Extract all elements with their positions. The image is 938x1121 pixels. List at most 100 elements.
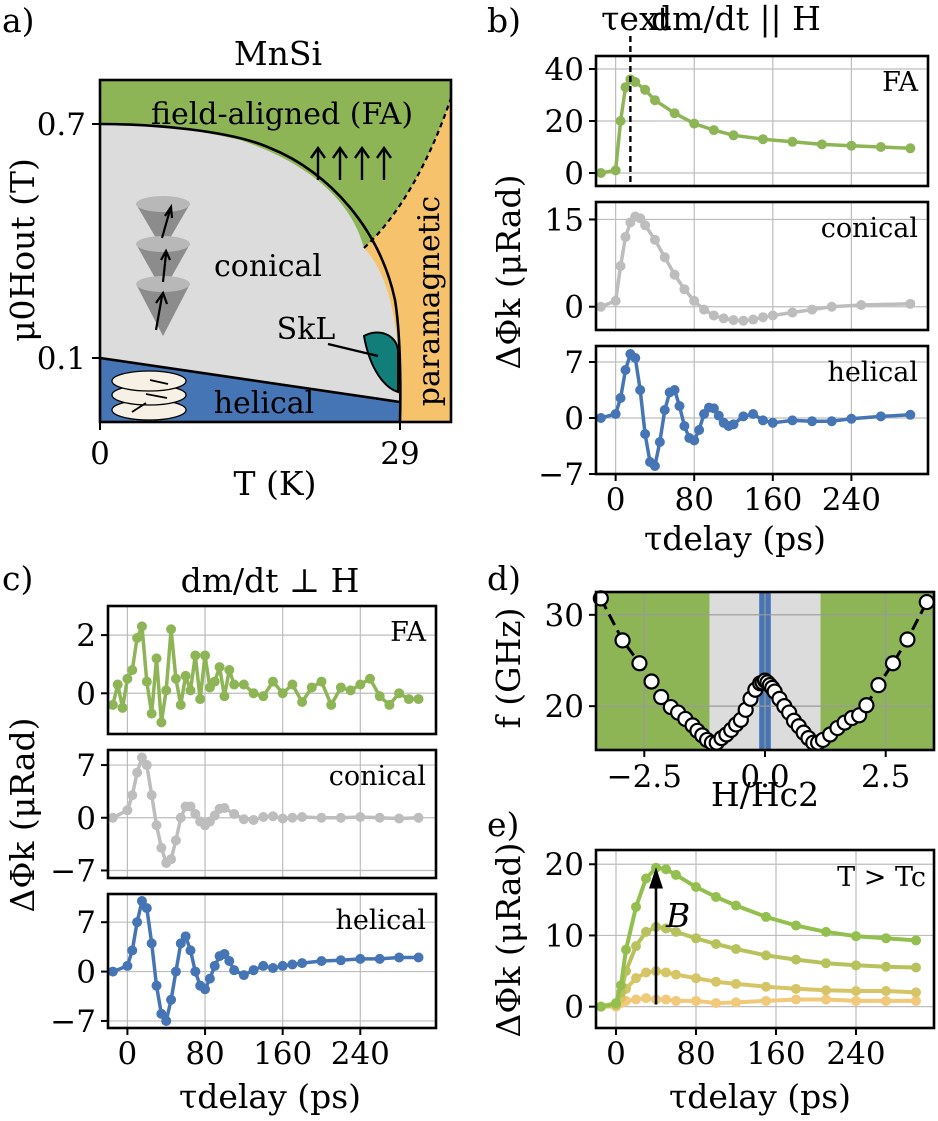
series-line [600, 865, 917, 1009]
data-point [791, 994, 801, 1005]
fa-crossover-line [363, 97, 453, 249]
subplot-label: helical [828, 357, 919, 388]
data-point [870, 677, 887, 694]
data-point [851, 960, 861, 971]
y-tick-label: 2 [76, 618, 96, 654]
y-tick-label: 20 [545, 689, 584, 725]
data-point [846, 140, 857, 151]
data-point [708, 403, 719, 414]
data-point [791, 920, 801, 931]
data-point [826, 416, 837, 427]
region-label-fa: field-aligned (FA) [151, 97, 413, 132]
data-point [615, 393, 626, 403]
panel-b-plots: 40 20 0 FA 15 0 conical 7 0 −7 helical 0 80 160 240 [538, 36, 930, 518]
data-point [738, 411, 749, 422]
data-point [905, 298, 916, 309]
data-point [620, 231, 631, 242]
phase-diagram: field-aligned (FA) conical helical param… [98, 78, 453, 424]
data-point [659, 252, 670, 263]
data-point [661, 923, 671, 934]
data-point [611, 998, 621, 1009]
data-point [384, 699, 395, 710]
data-point [631, 941, 641, 952]
data-point [175, 812, 186, 823]
panel-c-plots: 2 0 FA 7 0 −7 conical 7 0 −7 helical 0 80 160 240 [50, 604, 438, 1072]
data-point [151, 980, 162, 991]
data-point [631, 655, 648, 672]
data-point [641, 967, 651, 978]
b-arrow-head-icon [649, 867, 663, 889]
data-point [214, 662, 225, 673]
data-point [757, 312, 768, 323]
y-tick-label: 30 [545, 598, 584, 634]
spin-arrow-icon [154, 290, 169, 331]
data-point [132, 917, 143, 928]
data-point [204, 973, 215, 984]
subplot-frame [594, 344, 930, 476]
data-point [185, 945, 196, 956]
cone-top-icon [136, 236, 190, 252]
data-point [200, 984, 211, 995]
y-axis-label: ΔΦk (μRad) [489, 843, 528, 1038]
y-tick-label: 0 [564, 290, 584, 326]
data-point [122, 673, 133, 684]
data-point [728, 315, 739, 326]
data-point [767, 310, 778, 321]
x-tick-label: 160 [743, 482, 802, 518]
data-point [127, 790, 138, 801]
data-point [881, 933, 891, 944]
y-tick-label: 0 [564, 156, 584, 192]
data-point [821, 985, 831, 996]
helical-boundary [99, 356, 401, 404]
y-tick-label: 0 [564, 990, 584, 1026]
y-tick-label: 0.1 [37, 341, 86, 377]
y-tick-label: 7 [564, 345, 584, 381]
data-point [711, 891, 721, 902]
data-point [671, 926, 681, 937]
data-point [258, 960, 269, 971]
data-point [219, 802, 230, 813]
data-point [170, 966, 181, 977]
data-point [905, 143, 916, 154]
region-label-conical: conical [214, 249, 322, 284]
data-point [156, 842, 167, 853]
data-point [355, 953, 366, 964]
data-point [141, 760, 152, 771]
data-point [267, 676, 278, 687]
y-tick-label: 20 [545, 104, 584, 140]
data-point [209, 960, 220, 971]
x-tick-label: 240 [331, 1036, 390, 1072]
data-point [394, 813, 405, 824]
data-point [403, 694, 414, 705]
data-point [238, 970, 249, 981]
y-tick-label: 10 [545, 918, 584, 954]
y-axis-label: μ0Hout (T) [3, 158, 42, 342]
data-point [610, 295, 621, 306]
y-axis-label: ΔΦk (μRad) [3, 718, 42, 913]
b-arrow-label: B [665, 896, 690, 935]
data-point [653, 688, 670, 706]
data-point [614, 632, 631, 649]
panel-c: c) dm/dt ⊥ H 2 0 FA 7 0 −7 conical 7 0 −7 helical 0… [2, 559, 438, 1116]
panel-a-frame [98, 78, 453, 424]
cone-top-icon [136, 196, 190, 212]
data-point [761, 950, 771, 961]
data-point [306, 682, 317, 693]
data-point [689, 118, 700, 129]
subplot-label: FA [390, 617, 426, 648]
cone-icon [136, 244, 190, 292]
data-point [316, 676, 327, 687]
cone-icon [136, 284, 190, 336]
data-point [107, 966, 118, 977]
x-tick-label: 0 [606, 482, 626, 518]
data-point [615, 261, 626, 271]
data-point [224, 956, 235, 966]
panel-a-title: MnSi [234, 34, 322, 73]
data-point [258, 691, 269, 702]
data-point [238, 679, 249, 690]
data-point [610, 165, 621, 176]
data-point [146, 708, 157, 719]
data-point [277, 688, 288, 699]
data-point [365, 673, 376, 684]
data-point [791, 954, 801, 965]
